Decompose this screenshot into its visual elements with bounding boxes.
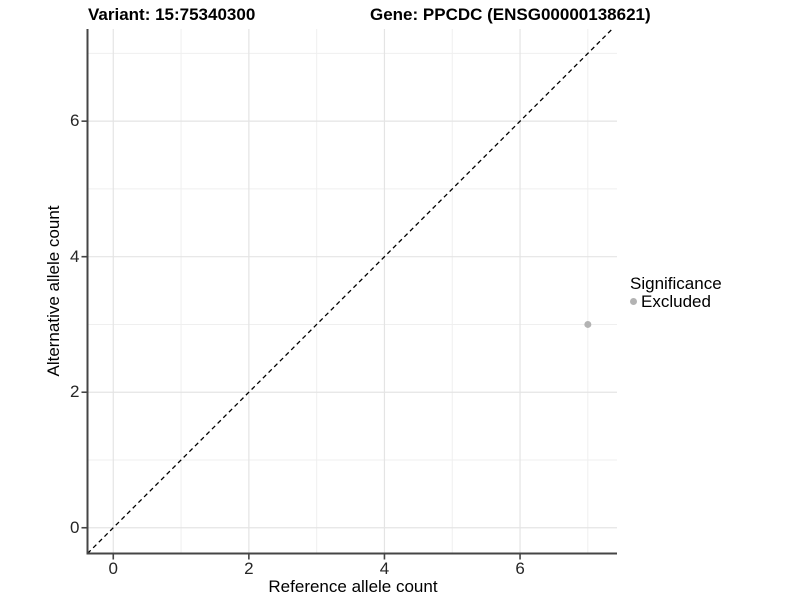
x-tick-label: 6 [515, 559, 525, 578]
gene-title: Gene: PPCDC (ENSG00000138621) [370, 5, 651, 24]
legend-entry-label: Excluded [641, 292, 711, 311]
y-tick-label: 2 [70, 382, 80, 402]
legend-entry: Excluded [630, 292, 722, 311]
y-tick-label: 6 [70, 111, 80, 131]
x-tick-label: 0 [108, 559, 118, 578]
data-point [584, 320, 592, 328]
y-tick-label: 4 [70, 246, 80, 266]
x-axis-title: Reference allele count [268, 577, 438, 596]
legend: Significance Excluded [630, 274, 722, 311]
identity-line [87, 28, 613, 554]
legend-point-icon [630, 298, 637, 305]
y-tick-label: 0 [70, 517, 80, 537]
legend-title: Significance [630, 274, 722, 293]
x-tick-label: 2 [244, 559, 254, 578]
y-axis-title: Alternative allele count [44, 205, 63, 377]
x-tick-label: 4 [379, 559, 390, 578]
variant-title: Variant: 15:75340300 [88, 5, 256, 24]
